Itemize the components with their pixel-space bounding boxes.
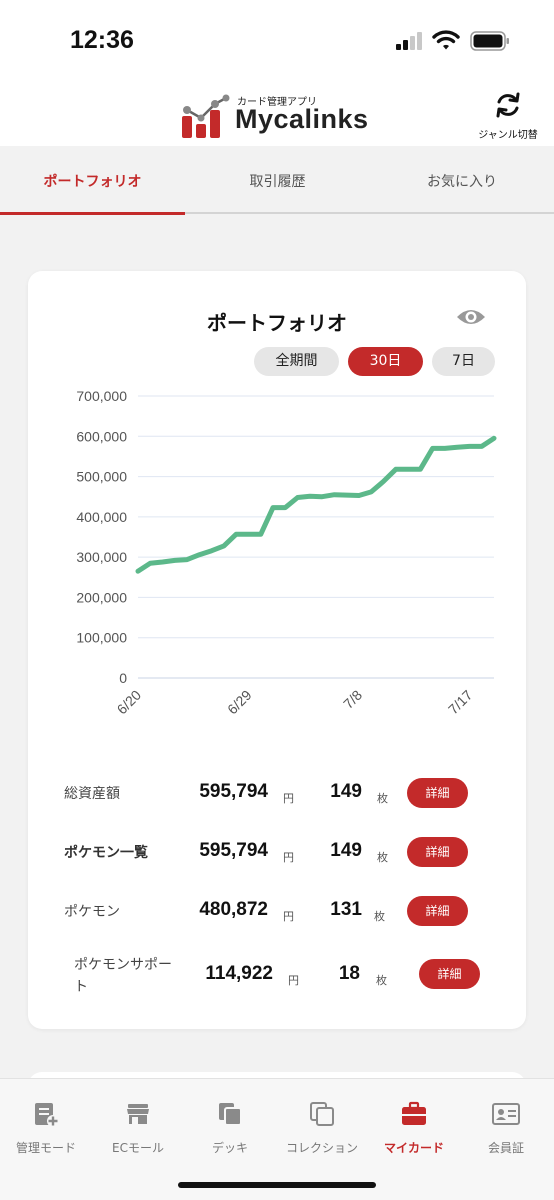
mycalinks-logo-mark (182, 94, 230, 138)
nav-label-ec-mall: ECモール (112, 1141, 164, 1155)
nav-label-my-card: マイカード (383, 1141, 444, 1155)
tab-bar: ポートフォリオ 取引履歴 お気に入り (0, 148, 554, 215)
row-label-total: 総資産額 (64, 786, 120, 802)
collection-icon (310, 1102, 334, 1126)
range-7d-button[interactable]: 7日 (432, 347, 495, 376)
battery-icon (470, 31, 509, 51)
x-tick-label: 6/29 (224, 687, 255, 718)
nav-my-card[interactable]: マイカード (368, 1101, 460, 1156)
nav-member-card[interactable]: 会員証 (460, 1101, 552, 1156)
portfolio-title: ポートフォリオ (207, 311, 347, 335)
genre-switch-button[interactable]: ジャンル切替 (476, 90, 540, 141)
detail-button-pokemon-support[interactable]: 詳細 (419, 959, 480, 989)
y-tick-label: 300,000 (76, 549, 127, 565)
bottom-nav: 管理モード ECモール デッキ コレクション マイカード (0, 1078, 554, 1200)
admin-mode-icon (35, 1103, 59, 1127)
refresh-icon (496, 92, 520, 118)
nav-label-member-card: 会員証 (487, 1141, 524, 1155)
nav-label-deck: デッキ (211, 1141, 248, 1155)
eye-icon[interactable] (456, 307, 486, 327)
detail-button-pokemon[interactable]: 詳細 (407, 896, 468, 926)
tab-favorites[interactable]: お気に入り (427, 174, 497, 190)
range-all-button[interactable]: 全期間 (254, 347, 339, 376)
row-unit-total: 枚 (377, 792, 388, 805)
nav-label-collection: コレクション (285, 1141, 358, 1155)
series-line (135, 435, 497, 574)
row-amount-pokemon: 480,872 (199, 899, 268, 920)
row-unit-pokemon: 枚 (374, 910, 385, 923)
y-tick-label: 0 (119, 670, 127, 686)
row-yen-total: 円 (283, 792, 294, 805)
logo-subtitle: カード管理アプリ (237, 97, 317, 108)
x-tick-label: 6/20 (114, 687, 145, 718)
range-30d-button[interactable]: 30日 (348, 347, 423, 376)
row-label-pokemon: ポケモン (64, 904, 120, 920)
row-count-total: 149 (330, 781, 362, 802)
y-tick-label: 200,000 (76, 589, 127, 605)
nav-collection[interactable]: コレクション (276, 1101, 368, 1156)
logo-text: Mycalinks (235, 104, 369, 134)
row-amount-total: 595,794 (199, 781, 268, 802)
row-yen-pokemon-list: 円 (283, 851, 294, 864)
row-yen-pokemon-support: 円 (288, 974, 299, 987)
deck-icon (219, 1103, 242, 1126)
portfolio-line-chart: 0 100,000 200,000 300,000 400,000 500,000 600,… (76, 388, 497, 718)
briefcase-icon (402, 1101, 426, 1125)
row-yen-pokemon: 円 (283, 910, 294, 923)
row-count-pokemon-list: 149 (330, 840, 362, 861)
member-card-icon (492, 1103, 520, 1125)
row-unit-pokemon-list: 枚 (377, 851, 388, 864)
status-time: 12:36 (70, 26, 134, 54)
row-label-pokemon-list: ポケモン一覧 (64, 845, 148, 861)
row-count-pokemon-support: 18 (338, 963, 360, 984)
row-amount-pokemon-list: 595,794 (199, 840, 268, 861)
tab-transaction-history[interactable]: 取引履歴 (249, 174, 306, 190)
genre-switch-label: ジャンル切替 (478, 130, 538, 141)
nav-label-admin-mode: 管理モード (15, 1141, 76, 1155)
app-header: カード管理アプリ Mycalinks ジャンル切替 (0, 84, 554, 146)
row-count-pokemon: 131 (330, 899, 362, 920)
nav-deck[interactable]: デッキ (184, 1101, 276, 1156)
home-indicator (178, 1182, 376, 1188)
x-tick-label: 7/8 (340, 687, 365, 712)
cellular-signal-icon (396, 32, 422, 50)
tab-portfolio[interactable]: ポートフォリオ (43, 174, 142, 190)
store-icon (127, 1104, 149, 1124)
detail-button-total[interactable]: 詳細 (407, 778, 468, 808)
row-unit-pokemon-support: 枚 (376, 974, 387, 987)
detail-button-pokemon-list[interactable]: 詳細 (407, 837, 468, 867)
y-tick-label: 600,000 (76, 428, 127, 444)
active-tab-indicator (0, 212, 185, 215)
nav-admin-mode[interactable]: 管理モード (0, 1101, 92, 1156)
nav-ec-mall[interactable]: ECモール (92, 1101, 184, 1156)
y-tick-label: 400,000 (76, 509, 127, 525)
x-tick-label: 7/17 (445, 687, 476, 718)
y-tick-label: 700,000 (76, 388, 127, 404)
y-tick-label: 100,000 (76, 630, 127, 646)
mycalinks-logo: カード管理アプリ Mycalinks (180, 90, 380, 140)
y-tick-label: 500,000 (76, 469, 127, 485)
row-label-pokemon-support: ポケモンサポート (74, 957, 172, 995)
status-bar: 12:36 (0, 0, 554, 84)
portfolio-card: ポートフォリオ 全期間 30日 7日 0 100,000 200,000 300,00… (28, 271, 526, 1029)
wifi-icon (432, 30, 460, 50)
row-amount-pokemon-support: 114,922 (205, 963, 273, 984)
